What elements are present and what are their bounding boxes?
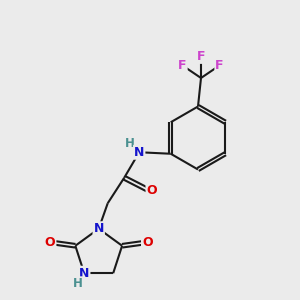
Text: O: O [142,236,153,249]
Text: F: F [178,59,187,72]
Text: O: O [146,184,157,197]
Text: O: O [45,236,56,249]
Text: F: F [197,50,205,63]
Text: F: F [215,59,224,72]
Text: H: H [73,277,82,290]
Text: N: N [94,222,104,235]
Text: N: N [79,267,89,280]
Text: H: H [125,137,135,150]
Text: N: N [134,146,144,159]
